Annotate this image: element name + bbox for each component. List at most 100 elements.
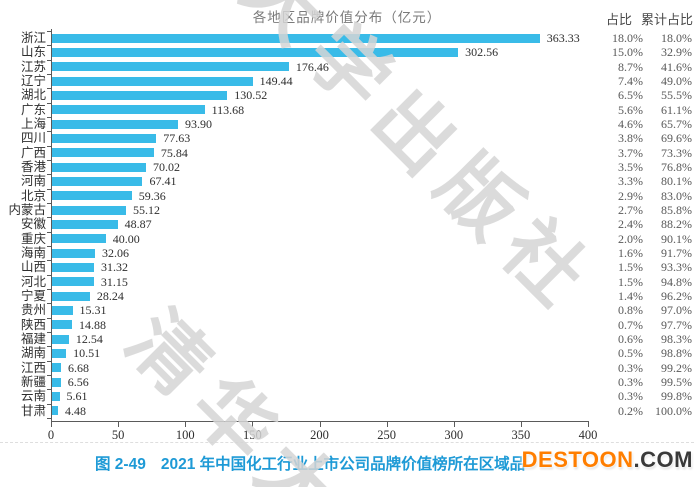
y-tick (47, 159, 51, 161)
value-label: 75.84 (160, 145, 188, 160)
cum-pct-value: 41.6% (661, 59, 692, 74)
value-bar (52, 391, 60, 401)
chart-row: 湖北 130.52 6.5% 55.5% (0, 88, 694, 102)
y-tick (47, 116, 51, 118)
x-tick (453, 422, 455, 427)
value-label: 130.52 (234, 88, 268, 103)
value-label: 15.31 (79, 303, 107, 318)
y-tick (47, 202, 51, 204)
x-tick (252, 422, 254, 427)
pct-value: 3.3% (618, 174, 643, 189)
pct-value: 1.5% (618, 260, 643, 275)
cum-pct-value: 96.2% (661, 288, 692, 303)
value-label: 40.00 (112, 231, 140, 246)
x-tick (51, 422, 52, 427)
y-tick (47, 260, 51, 262)
category-label: 广西 (20, 145, 46, 160)
y-tick (47, 88, 51, 90)
category-label: 新疆 (20, 374, 46, 389)
x-tick (319, 422, 321, 427)
value-label: 70.02 (153, 159, 180, 174)
category-label: 云南 (20, 389, 46, 404)
pct-value: 3.8% (618, 131, 643, 146)
figure-number: 图 2-49 (95, 456, 146, 473)
pct-value: 2.9% (618, 188, 643, 203)
category-label: 湖北 (20, 88, 46, 103)
destoon-suffix: .COM (633, 447, 693, 472)
pct-value: 0.8% (618, 303, 643, 318)
chart-row: 北京 59.36 2.9% 83.0% (0, 189, 694, 203)
value-label: 363.33 (546, 31, 580, 45)
y-tick (47, 389, 51, 391)
y-tick (47, 145, 51, 147)
value-label: 5.61 (66, 389, 88, 404)
x-tick (118, 422, 120, 427)
page-edge-line (0, 442, 694, 443)
value-bar (52, 48, 459, 58)
chart-row: 辽宁 149.44 7.4% 49.0% (0, 74, 694, 88)
value-bar (52, 277, 94, 287)
y-tick (47, 417, 51, 419)
category-label: 宁夏 (20, 288, 46, 303)
y-tick (47, 131, 51, 133)
category-label: 贵州 (20, 303, 46, 318)
value-label: 4.48 (65, 403, 86, 418)
y-tick (47, 102, 51, 104)
value-label: 31.32 (101, 260, 129, 275)
chart-row: 江西 6.68 0.3% 99.2% (0, 361, 694, 375)
value-label: 31.15 (100, 274, 128, 289)
value-bar (52, 219, 118, 229)
pct-value: 0.3% (618, 374, 643, 389)
y-tick (47, 274, 51, 276)
category-label: 重庆 (20, 231, 46, 246)
pct-value: 7.4% (618, 73, 643, 88)
value-label: 59.36 (138, 188, 166, 203)
value-label: 176.46 (295, 59, 329, 74)
pct-value: 4.6% (618, 116, 643, 131)
y-tick (47, 217, 51, 219)
pct-value: 15.0% (612, 45, 643, 60)
pct-value: 3.7% (618, 145, 643, 160)
category-label: 江苏 (20, 59, 46, 74)
cum-pct-value: 85.8% (661, 202, 692, 217)
cum-pct-value: 55.5% (661, 88, 692, 103)
category-label: 内蒙古 (8, 202, 46, 217)
cum-pct-value: 97.7% (661, 317, 692, 332)
chart-row: 上海 93.90 4.6% 65.7% (0, 117, 694, 131)
chart-row: 福建 12.54 0.6% 98.3% (0, 332, 694, 346)
category-label: 上海 (20, 116, 46, 131)
value-bar (52, 320, 72, 330)
pct-value: 0.3% (618, 389, 643, 404)
x-tick-label: 0 (47, 428, 55, 442)
chart-row: 江苏 176.46 8.7% 41.6% (0, 60, 694, 74)
pct-value: 1.4% (618, 288, 643, 303)
x-tick-label: 150 (243, 428, 262, 442)
value-bar (52, 305, 73, 315)
value-label: 6.56 (67, 374, 89, 389)
cum-pct-value: 76.8% (661, 159, 692, 174)
pct-value: 2.0% (618, 231, 643, 246)
cum-pct-value: 99.5% (661, 374, 692, 389)
x-tick (588, 422, 589, 427)
pct-value: 0.6% (618, 331, 643, 346)
cum-pct-value: 83.0% (661, 188, 692, 203)
pct-value: 2.4% (618, 217, 643, 232)
x-tick-label: 200 (310, 428, 329, 442)
category-label: 甘肃 (20, 403, 46, 418)
value-label: 12.54 (75, 331, 103, 346)
chart-row: 山东 302.56 15.0% 32.9% (0, 45, 694, 59)
value-bar (52, 234, 106, 244)
cum-pct-value: 99.8% (661, 389, 692, 404)
category-label: 山西 (20, 260, 46, 275)
value-bar (52, 91, 228, 100)
value-label: 55.12 (132, 202, 160, 217)
x-tick-label: 250 (377, 428, 396, 442)
category-label: 江西 (20, 360, 46, 375)
category-label: 海南 (20, 245, 46, 260)
cum-pct-value: 99.2% (661, 360, 692, 375)
value-bar (52, 119, 179, 129)
category-label: 安徽 (20, 217, 46, 232)
category-label: 陕西 (20, 317, 46, 332)
category-label: 北京 (20, 188, 46, 203)
